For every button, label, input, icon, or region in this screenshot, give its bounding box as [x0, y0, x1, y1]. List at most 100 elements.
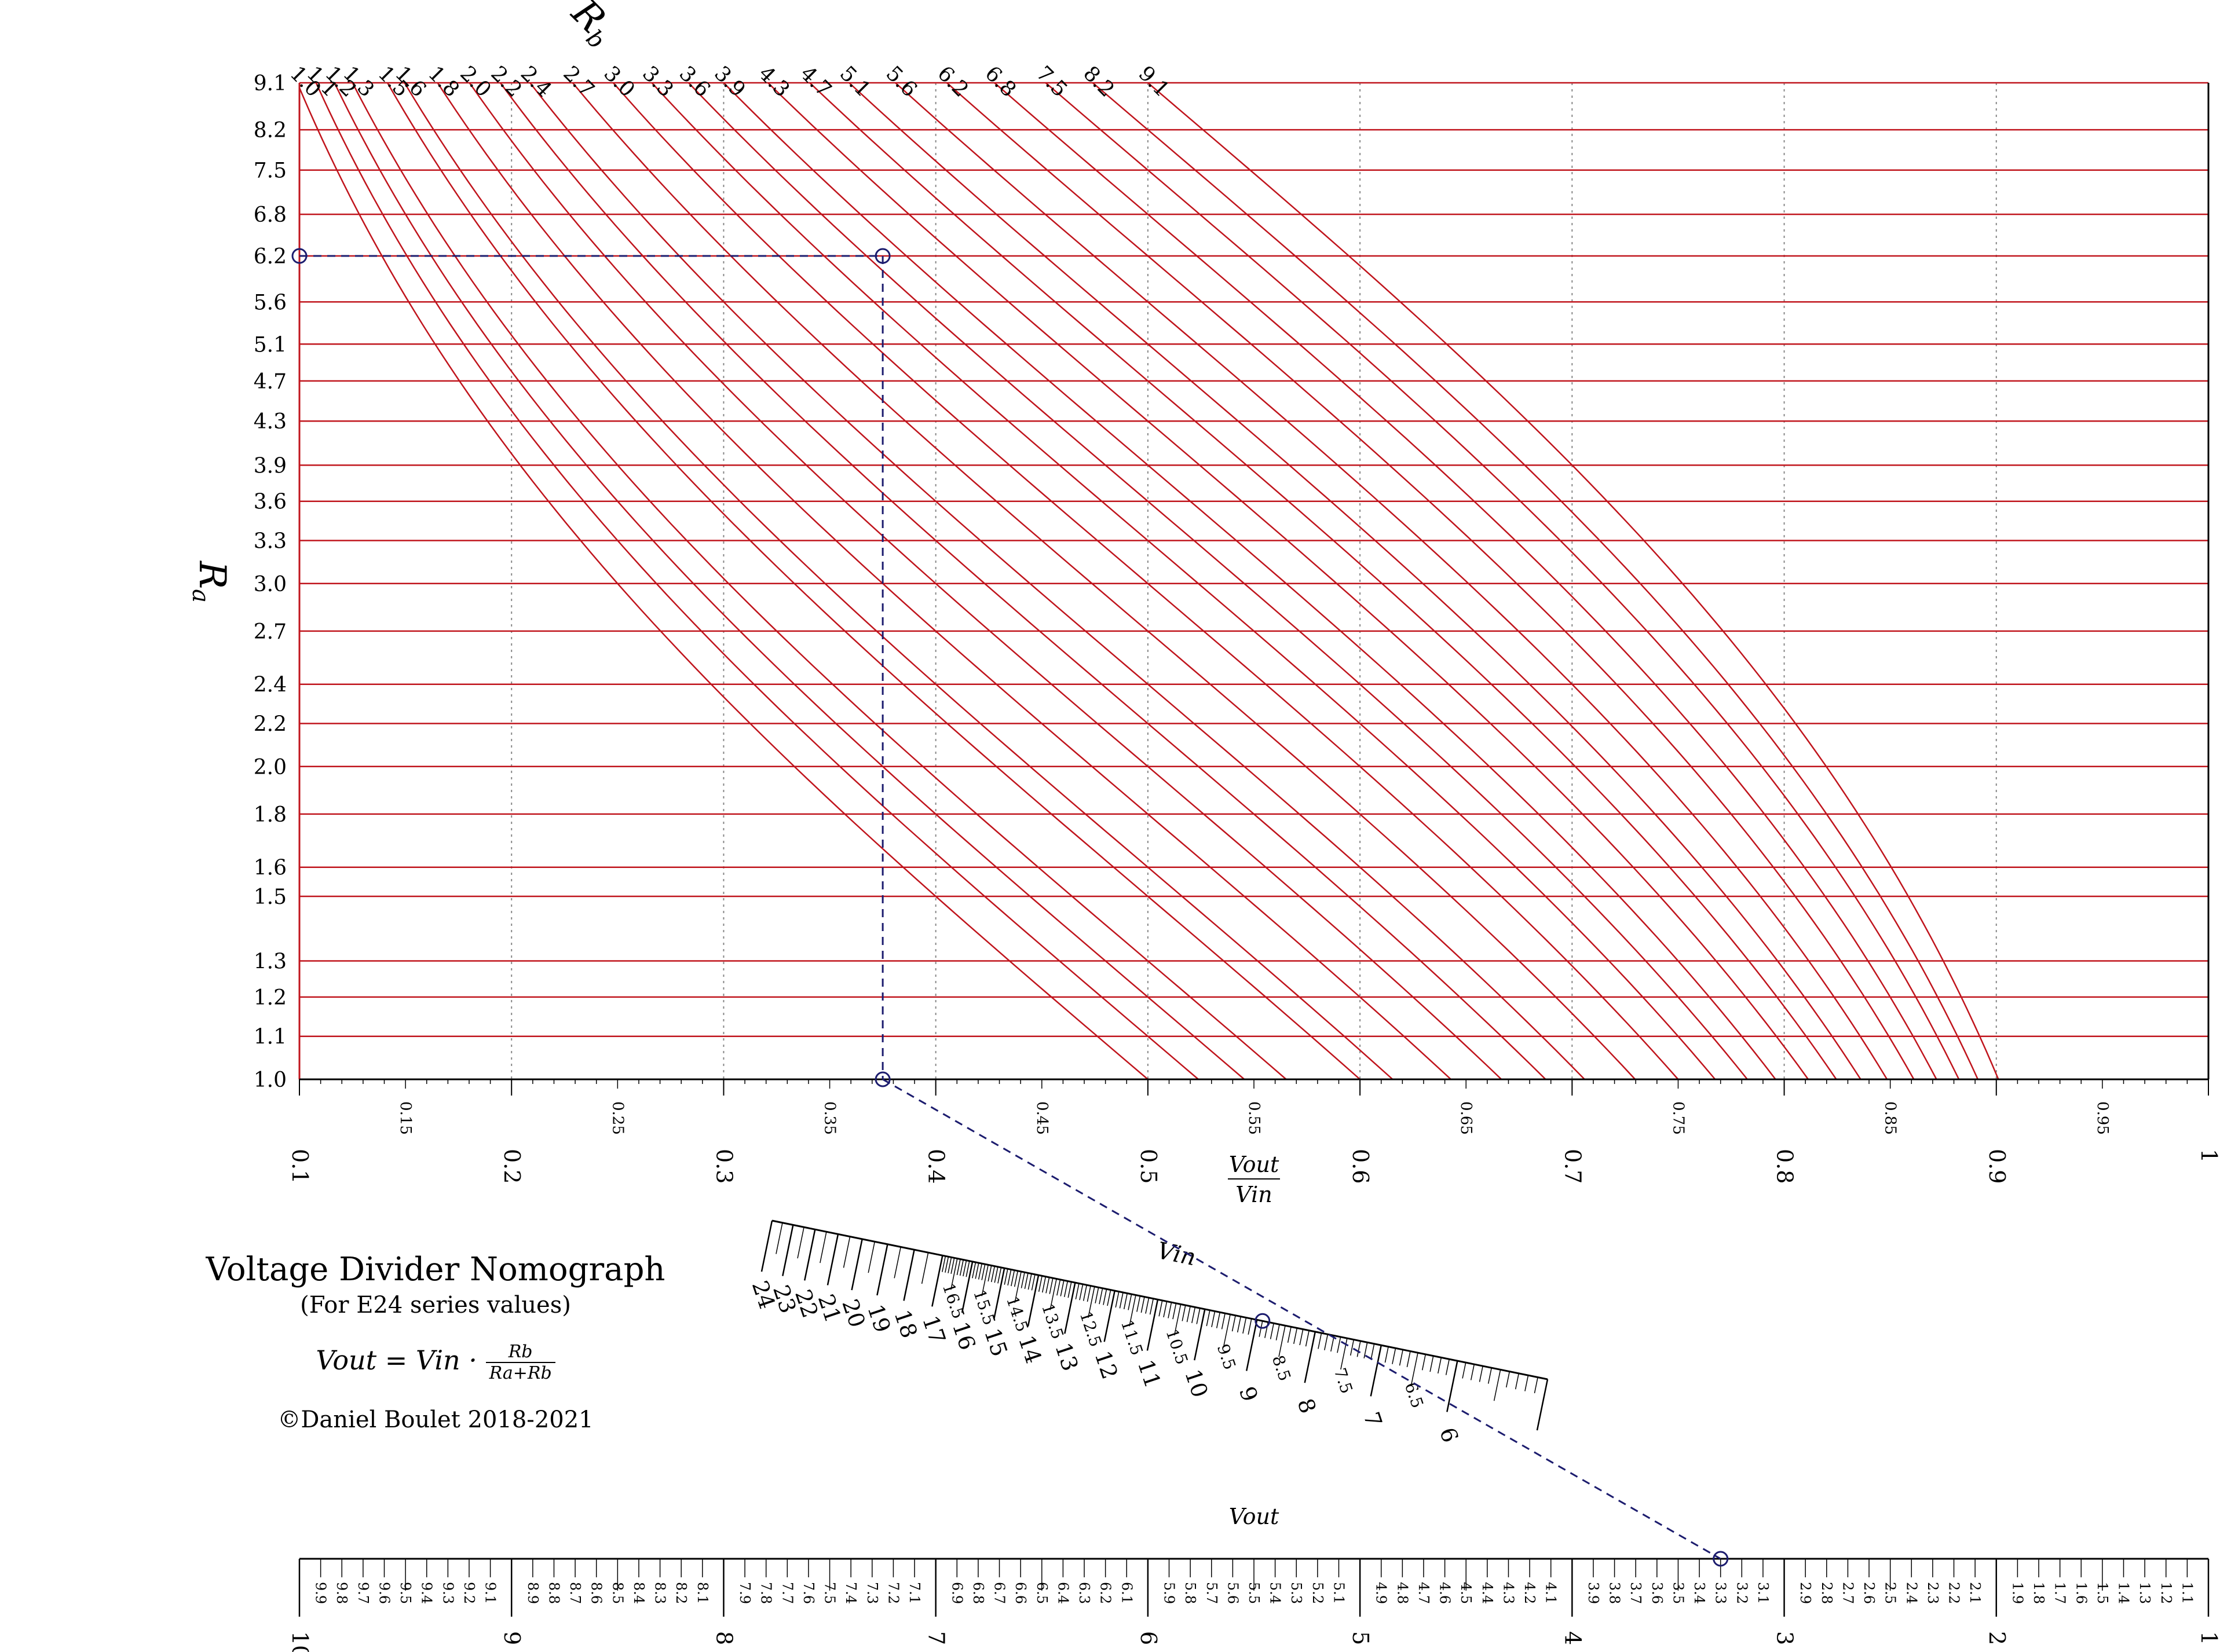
vin-tick [931, 1255, 943, 1307]
vout-minor-label: 4.9 [1373, 1582, 1389, 1604]
vin-tick [1245, 1320, 1258, 1371]
vout-major-label: 4 [1560, 1631, 1585, 1645]
vout-minor-label: 1.6 [2073, 1582, 2089, 1604]
vin-tick [1270, 1323, 1274, 1339]
vout-major-label: 9 [499, 1631, 525, 1645]
ra-tick-label: 1.8 [254, 803, 287, 827]
vout-major-label: 6 [1136, 1631, 1161, 1645]
ratio-minor-label: 0.25 [609, 1101, 626, 1135]
vout-minor-label: 8.1 [694, 1582, 711, 1604]
example-vin-marker [1255, 1313, 1271, 1329]
vin-tick [1021, 1272, 1025, 1288]
example-ratio-marker [875, 1071, 891, 1087]
rb-curve-label: 7.5 [1032, 61, 1071, 101]
ra-tick-label: 2.0 [254, 756, 287, 779]
rb-curve-1.1 [315, 82, 1199, 1080]
vout-minor-label: 8.8 [546, 1582, 562, 1604]
ratio-major-label: 0.5 [1136, 1149, 1161, 1184]
vin-tick [868, 1241, 875, 1273]
vin-tick [1182, 1305, 1186, 1321]
vin-tick [1087, 1285, 1091, 1302]
vin-major-label: 14 [1014, 1332, 1047, 1367]
vin-tick [975, 1262, 979, 1279]
vout-minor-label: 9.2 [461, 1582, 477, 1604]
rb-curve-label: 5.6 [882, 61, 921, 101]
vin-half-label: 15.5 [970, 1287, 999, 1328]
rb-curve-3.9 [723, 82, 1776, 1080]
example-vin-vout-line [882, 1078, 1721, 1560]
vin-tick [950, 1258, 958, 1290]
vin-tick [1534, 1377, 1538, 1394]
vin-major-label: 16 [948, 1318, 981, 1353]
vin-major-label: 11 [1133, 1357, 1166, 1391]
ratio-major-label: 0.7 [1560, 1149, 1585, 1184]
vout-minor-label: 6.4 [1055, 1582, 1071, 1604]
vin-tick [1211, 1311, 1216, 1328]
ratio-minor-label: 0.45 [1033, 1101, 1051, 1135]
rb-curve-label: 8.2 [1078, 61, 1118, 101]
vout-minor-label: 2.8 [1819, 1582, 1835, 1604]
ratio-minor-label: 0.15 [397, 1101, 414, 1135]
vout-minor-label: 1.8 [2031, 1582, 2047, 1604]
vout-major-label: 2 [1984, 1631, 2010, 1645]
vout-minor-label: 3.7 [1627, 1582, 1644, 1604]
ratio-label-denominator: Vin [1235, 1182, 1272, 1207]
rb-curve-5.6 [895, 82, 1888, 1080]
ra-tick-label: 2.7 [254, 620, 287, 644]
vout-minor-label: 2.6 [1861, 1582, 1877, 1604]
vout-major-label: 3 [1772, 1631, 1798, 1645]
vin-tick [1103, 1289, 1107, 1305]
vout-minor-label: 3.5 [1670, 1582, 1686, 1604]
vin-tick [1038, 1276, 1043, 1292]
vout-minor-label: 5.7 [1204, 1582, 1220, 1604]
vin-tick [760, 1220, 773, 1272]
rb-curve-1.0 [298, 87, 1149, 1080]
vin-major-label: 9 [1234, 1383, 1263, 1405]
vin-tick [1231, 1315, 1236, 1332]
rb-curve-7.5 [1045, 82, 1960, 1080]
vout-minor-label: 9.8 [334, 1582, 350, 1604]
vout-minor-label: 9.4 [419, 1582, 435, 1604]
ra-tick-label: 2.4 [254, 673, 287, 697]
vin-tick [963, 1260, 967, 1277]
rb-curve-4.7 [809, 82, 1837, 1080]
vin-tick [959, 1259, 964, 1276]
vin-tick [1429, 1356, 1434, 1372]
vout-major-label: 7 [924, 1631, 949, 1645]
vin-major-label: 10 [1180, 1366, 1213, 1401]
vin-tick [1324, 1334, 1329, 1350]
vin-tick [993, 1268, 1005, 1320]
vin-tick [1079, 1284, 1084, 1301]
vin-tick [1305, 1330, 1310, 1347]
vin-tick [1172, 1303, 1177, 1320]
vin-tick [1411, 1353, 1418, 1384]
ra-axis-label: Ra [187, 561, 233, 603]
vout-minor-label: 8.7 [567, 1582, 583, 1604]
vin-tick [1149, 1298, 1154, 1315]
vin-tick [1129, 1295, 1136, 1327]
vout-minor-label: 5.6 [1224, 1582, 1241, 1604]
vin-tick [1399, 1349, 1403, 1366]
vout-major-label: 10 [287, 1631, 313, 1652]
formula-denominator: Ra+Rb [489, 1363, 552, 1383]
vout-scale-label: Vout [1229, 1504, 1279, 1529]
vin-tick [1163, 1301, 1168, 1318]
rb-curve-3.0 [612, 82, 1679, 1080]
title: Voltage Divider Nomograph [206, 1251, 665, 1288]
vin-tick [826, 1234, 839, 1285]
vout-minor-label: 4.8 [1394, 1582, 1410, 1604]
vin-tick [1136, 1295, 1141, 1312]
vin-tick [1027, 1274, 1040, 1327]
vin-tick [1446, 1360, 1458, 1412]
ratio-minor-label: 0.85 [1882, 1101, 1899, 1135]
ra-tick-label: 1.2 [254, 986, 287, 1010]
vin-tick [1445, 1359, 1450, 1375]
vout-minor-label: 4.7 [1416, 1582, 1432, 1604]
vout-minor-label: 5.5 [1246, 1582, 1262, 1604]
vout-minor-label: 3.4 [1691, 1582, 1707, 1604]
vin-tick [950, 1258, 955, 1274]
vout-minor-label: 8.5 [609, 1582, 626, 1604]
vin-half-label: 8.5 [1268, 1353, 1294, 1383]
rb-curve-label: 2.4 [516, 61, 556, 101]
vin-tick [990, 1266, 996, 1283]
